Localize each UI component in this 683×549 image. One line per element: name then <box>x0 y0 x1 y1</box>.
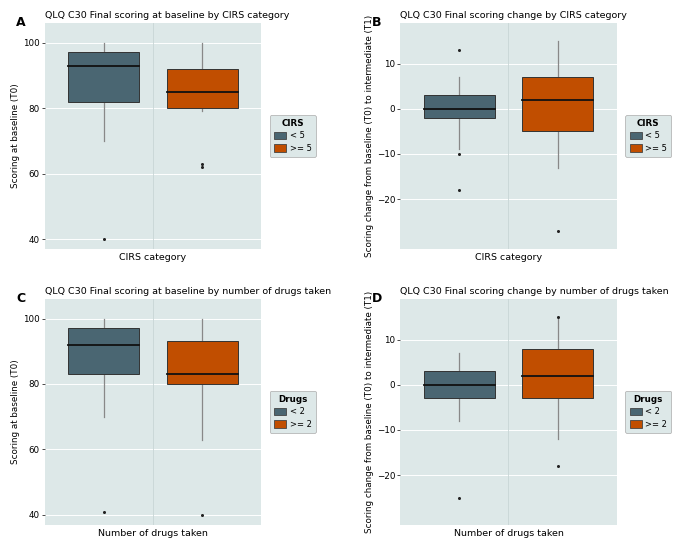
Bar <box>68 328 139 374</box>
Legend: < 2, >= 2: < 2, >= 2 <box>626 391 671 433</box>
X-axis label: CIRS category: CIRS category <box>475 253 542 262</box>
Bar <box>522 77 594 131</box>
Legend: < 5, >= 5: < 5, >= 5 <box>626 115 671 157</box>
Text: QLQ C30 Final scoring at baseline by number of drugs taken: QLQ C30 Final scoring at baseline by num… <box>44 287 331 296</box>
Text: B: B <box>372 16 381 29</box>
Bar <box>167 69 238 108</box>
Bar <box>167 341 238 384</box>
Y-axis label: Scoring change from baseline (T0) to intermediate (T1): Scoring change from baseline (T0) to int… <box>365 290 374 533</box>
Bar <box>423 371 494 398</box>
X-axis label: Number of drugs taken: Number of drugs taken <box>98 529 208 538</box>
Text: A: A <box>16 16 26 29</box>
Legend: < 5, >= 5: < 5, >= 5 <box>270 115 316 157</box>
Bar <box>522 349 594 398</box>
Y-axis label: Scoring at baseline (T0): Scoring at baseline (T0) <box>11 83 20 188</box>
Text: QLQ C30 Final scoring change by CIRS category: QLQ C30 Final scoring change by CIRS cat… <box>400 11 627 20</box>
Y-axis label: Scoring change from baseline (T0) to intermediate (T1): Scoring change from baseline (T0) to int… <box>365 15 374 257</box>
Text: D: D <box>372 292 382 305</box>
Y-axis label: Scoring at baseline (T0): Scoring at baseline (T0) <box>11 360 20 464</box>
Bar <box>423 95 494 118</box>
Text: QLQ C30 Final scoring change by number of drugs taken: QLQ C30 Final scoring change by number o… <box>400 287 669 296</box>
Text: QLQ C30 Final scoring at baseline by CIRS category: QLQ C30 Final scoring at baseline by CIR… <box>44 11 289 20</box>
X-axis label: CIRS category: CIRS category <box>120 253 186 262</box>
X-axis label: Number of drugs taken: Number of drugs taken <box>454 529 563 538</box>
Bar <box>68 53 139 102</box>
Text: C: C <box>16 292 25 305</box>
Legend: < 2, >= 2: < 2, >= 2 <box>270 391 316 433</box>
